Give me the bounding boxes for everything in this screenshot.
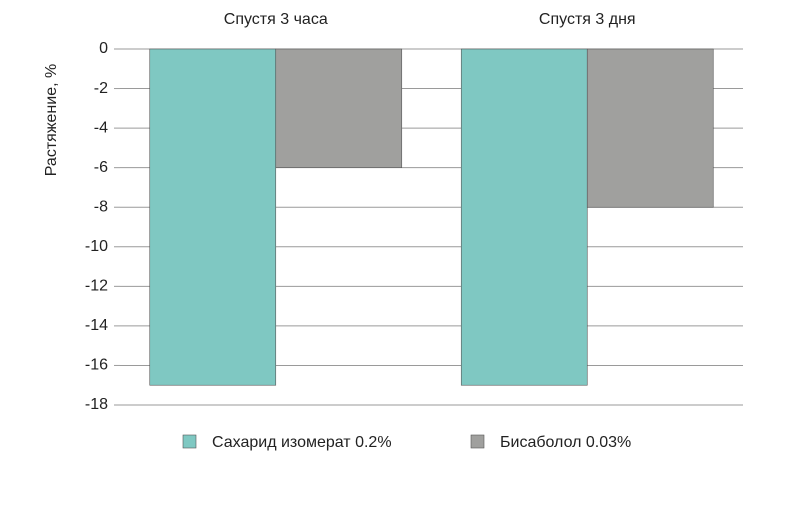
bar <box>275 48 403 168</box>
y-tick-label: -18 <box>85 396 108 413</box>
y-tick-label: -14 <box>85 317 108 334</box>
y-tick-label: -12 <box>85 278 108 295</box>
legend-label: Бисаболол 0.03% <box>500 434 631 451</box>
category-label: Спустя 3 дня <box>539 11 636 28</box>
bar <box>586 48 714 208</box>
y-tick-label: -8 <box>94 198 108 215</box>
y-tick-label: -16 <box>85 357 108 374</box>
legend-label: Сахарид изомерат 0.2% <box>212 434 392 451</box>
y-tick-label: -4 <box>94 119 108 136</box>
y-tick-label: -10 <box>85 238 108 255</box>
y-axis-label: Растяжение, % <box>43 64 60 176</box>
y-tick-label: 0 <box>99 40 108 57</box>
y-tick-label: -6 <box>94 159 108 176</box>
bar <box>460 48 588 386</box>
legend-swatch <box>182 434 197 449</box>
bar <box>149 48 277 386</box>
legend-swatch <box>470 434 485 449</box>
y-tick-label: -2 <box>94 80 108 97</box>
category-label: Спустя 3 часа <box>224 11 328 28</box>
